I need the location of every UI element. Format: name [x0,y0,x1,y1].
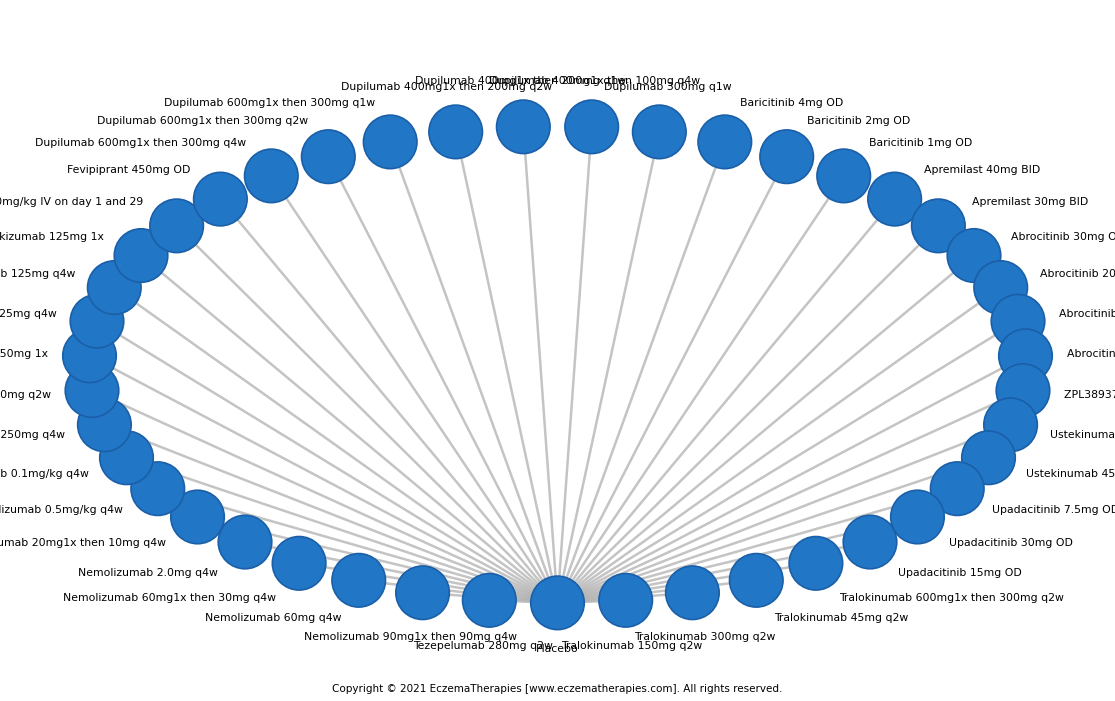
Text: Dupilumab 400mg1x then 200mg q1w: Dupilumab 400mg1x then 200mg q1w [415,76,626,86]
Ellipse shape [70,294,124,348]
Ellipse shape [363,115,417,169]
Text: Tralokinumab 600mg1x then 300mg q2w: Tralokinumab 600mg1x then 300mg q2w [838,593,1064,603]
Ellipse shape [87,261,140,314]
Text: ZPL3893787 30mg OD: ZPL3893787 30mg OD [1064,390,1115,400]
Ellipse shape [817,149,871,203]
Ellipse shape [332,554,386,607]
Text: Tralokinumab 300mg q2w: Tralokinumab 300mg q2w [633,632,775,642]
Text: Tezepelumab 280mg q2w: Tezepelumab 280mg q2w [414,641,553,651]
Ellipse shape [429,105,483,158]
Ellipse shape [171,490,224,544]
Text: Tralokinumab 45mg q2w: Tralokinumab 45mg q2w [774,613,908,622]
Ellipse shape [565,100,619,154]
Text: Upadacitinib 15mg OD: Upadacitinib 15mg OD [898,568,1021,578]
Text: Abrocitinib 10mg OD: Abrocitinib 10mg OD [1058,308,1115,319]
Text: Baricitinib 2mg OD: Baricitinib 2mg OD [807,116,910,125]
Ellipse shape [962,431,1016,484]
Text: Dupilumab 600mg1x then 300mg q4w: Dupilumab 600mg1x then 300mg q4w [35,138,246,148]
Ellipse shape [244,149,298,203]
Text: Baricitinib 1mg OD: Baricitinib 1mg OD [869,138,972,148]
Ellipse shape [78,398,132,451]
Ellipse shape [194,172,248,226]
Text: Lebrikizumab 500mg1x then 250mg q2w: Lebrikizumab 500mg1x then 250mg q2w [0,390,51,400]
Ellipse shape [999,329,1053,383]
Ellipse shape [496,100,550,154]
Ellipse shape [396,566,449,620]
Ellipse shape [114,229,167,283]
Ellipse shape [975,261,1028,314]
Text: Nemolizumab 0.1mg/kg q4w: Nemolizumab 0.1mg/kg q4w [0,469,88,479]
Ellipse shape [948,229,1001,283]
Text: Abrocitinib 30mg OD: Abrocitinib 30mg OD [1010,231,1115,242]
Ellipse shape [149,199,203,252]
Text: Lebrikizumab 125mg q4w: Lebrikizumab 125mg q4w [0,269,75,279]
Text: Baricitinib 4mg OD: Baricitinib 4mg OD [739,98,843,109]
Ellipse shape [666,566,719,620]
Ellipse shape [301,130,355,184]
Ellipse shape [66,364,119,417]
Ellipse shape [531,576,584,629]
Ellipse shape [760,130,814,184]
Ellipse shape [698,115,752,169]
Text: Copyright © 2021 EczemaTherapies [www.eczematherapies.com]. All rights reserved.: Copyright © 2021 EczemaTherapies [www.ec… [332,684,783,694]
Text: Dupilumab 600mg1x then 300mg q2w: Dupilumab 600mg1x then 300mg q2w [97,116,308,125]
Ellipse shape [272,536,326,590]
Text: Tralokinumab 150mg q2w: Tralokinumab 150mg q2w [561,641,702,651]
Text: Upadacitinib 7.5mg OD: Upadacitinib 7.5mg OD [992,505,1115,515]
Text: Nemolizumab 2.0mg q4w: Nemolizumab 2.0mg q4w [78,568,217,578]
Ellipse shape [789,536,843,590]
Text: GBR 830 10mg/kg IV on day 1 and 29: GBR 830 10mg/kg IV on day 1 and 29 [0,197,143,207]
Text: Placebo: Placebo [536,644,579,654]
Ellipse shape [996,364,1049,417]
Text: Lebrikizumab 250mg 1x: Lebrikizumab 250mg 1x [0,349,48,360]
Ellipse shape [632,105,686,158]
Text: Nemolizumab 20mg1x then 10mg q4w: Nemolizumab 20mg1x then 10mg q4w [0,538,166,548]
Text: Fevipiprant 450mg OD: Fevipiprant 450mg OD [67,165,191,175]
Ellipse shape [912,199,966,252]
Ellipse shape [62,329,116,383]
Text: Abrocitinib 100mg OD: Abrocitinib 100mg OD [1067,349,1115,360]
Text: Upadacitinib 30mg OD: Upadacitinib 30mg OD [949,538,1073,548]
Text: Nemolizumab 0.5mg/kg q4w: Nemolizumab 0.5mg/kg q4w [0,505,123,515]
Text: Apremilast 30mg BID: Apremilast 30mg BID [972,197,1088,207]
Text: Dupilumab 400mg1x then 200mg q2w: Dupilumab 400mg1x then 200mg q2w [341,81,552,92]
Text: Apremilast 40mg BID: Apremilast 40mg BID [924,165,1040,175]
Ellipse shape [931,462,985,515]
Text: Lebrikizumab 125mg 1x: Lebrikizumab 125mg 1x [0,231,105,242]
Text: Ustekinumab 45mg at 0 & 4wk: Ustekinumab 45mg at 0 & 4wk [1027,469,1115,479]
Ellipse shape [219,515,272,569]
Ellipse shape [991,294,1045,348]
Ellipse shape [843,515,896,569]
Text: Lebrikizumab 500mg1x then 250mg q4w: Lebrikizumab 500mg1x then 250mg q4w [0,430,65,440]
Text: Dupilumab 600mg1x then 300mg q1w: Dupilumab 600mg1x then 300mg q1w [164,98,376,109]
Ellipse shape [729,554,783,607]
Text: Lebrikizumab 250mg1x then 125mg q4w: Lebrikizumab 250mg1x then 125mg q4w [0,308,57,319]
Text: Nemolizumab 60mg q4w: Nemolizumab 60mg q4w [205,613,341,622]
Ellipse shape [983,398,1037,451]
Text: Ustekinumab 90mg at 0 & 4wk: Ustekinumab 90mg at 0 & 4wk [1050,430,1115,440]
Text: Nemolizumab 60mg1x then 30mg q4w: Nemolizumab 60mg1x then 30mg q4w [64,593,277,603]
Text: Dupilumab 400mg1x then 100mg q4w: Dupilumab 400mg1x then 100mg q4w [489,76,700,86]
Text: Dupilumab 300mg q1w: Dupilumab 300mg q1w [604,81,733,92]
Ellipse shape [99,431,153,484]
Ellipse shape [130,462,184,515]
Ellipse shape [891,490,944,544]
Text: Nemolizumab 90mg1x then 90mg q4w: Nemolizumab 90mg1x then 90mg q4w [304,632,517,642]
Ellipse shape [867,172,921,226]
Ellipse shape [463,573,516,627]
Text: Abrocitinib 200mg OD: Abrocitinib 200mg OD [1040,269,1115,279]
Ellipse shape [599,573,652,627]
